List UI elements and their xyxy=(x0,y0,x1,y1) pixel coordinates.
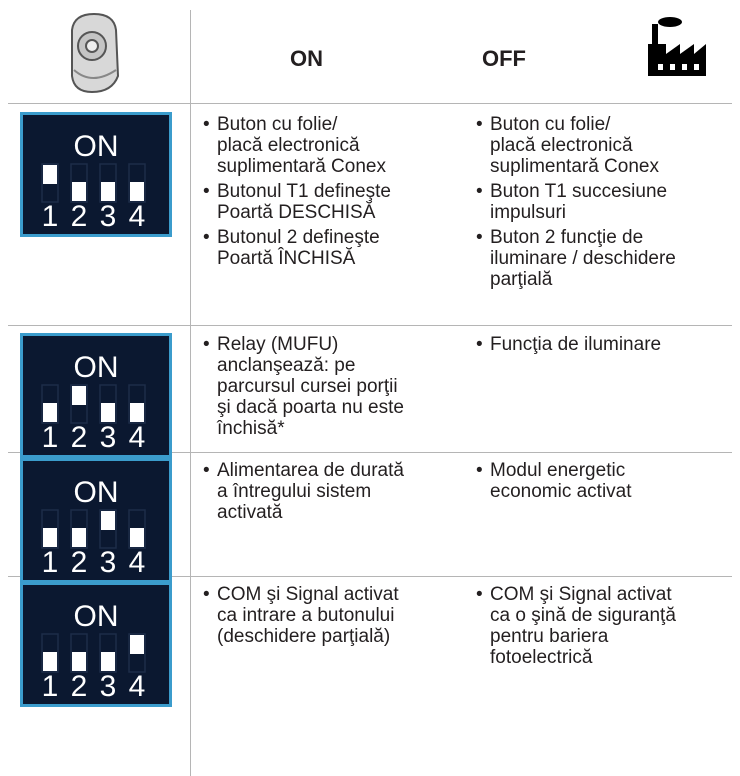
switch-slot xyxy=(70,633,88,673)
dip-switch: ON 1 2 3 4 xyxy=(20,112,172,237)
bullet-item: COM şi Signal activat ca o şină de sigur… xyxy=(476,584,736,668)
switch xyxy=(43,528,57,547)
dip-label: ON xyxy=(74,476,119,509)
switch-number: 2 xyxy=(71,421,88,454)
off-column: Modul energetic economic activat xyxy=(476,460,736,506)
switch-number: 1 xyxy=(42,670,59,703)
off-header: OFF xyxy=(482,46,526,71)
bullet-item: Modul energetic economic activat xyxy=(476,460,736,502)
switch-slot xyxy=(99,384,117,424)
bullet-item: Buton cu folie/ placă electronică suplim… xyxy=(476,114,736,177)
switch-number: 2 xyxy=(71,670,88,703)
on-header: ON xyxy=(290,46,323,71)
switch-slot xyxy=(99,633,117,673)
switch-number: 3 xyxy=(100,421,117,454)
row-divider xyxy=(8,325,732,326)
dip-switch: ON 1 2 3 4 xyxy=(20,582,172,707)
row-divider xyxy=(8,452,732,453)
switch xyxy=(43,652,57,671)
switch-number: 4 xyxy=(129,200,146,233)
switch xyxy=(43,403,57,422)
switch xyxy=(72,528,86,547)
dip-label: ON xyxy=(74,130,119,163)
switch xyxy=(101,182,115,201)
switch-slot xyxy=(128,633,146,673)
switch-number: 1 xyxy=(42,546,59,579)
switch xyxy=(130,403,144,422)
bullet-item: Buton cu folie/ placă electronică suplim… xyxy=(203,114,468,177)
column-divider xyxy=(190,10,191,776)
switch-number: 1 xyxy=(42,421,59,454)
switch-slot xyxy=(128,384,146,424)
switch-slot xyxy=(70,163,88,203)
switch xyxy=(43,165,57,184)
switch-number: 2 xyxy=(71,200,88,233)
dip-label: ON xyxy=(74,600,119,633)
switch-number: 3 xyxy=(100,670,117,703)
switch-slot xyxy=(128,509,146,549)
bullet-item: Buton 2 funcţie de iluminare / deschider… xyxy=(476,227,736,290)
row-divider xyxy=(8,103,732,104)
switch-number: 4 xyxy=(129,670,146,703)
bullet-item: Relay (MUFU) anclanşează: pe parcursul c… xyxy=(203,334,468,439)
switch xyxy=(101,403,115,422)
bullet-item: Buton T1 succesiune impulsuri xyxy=(476,181,736,223)
switch xyxy=(130,635,144,654)
factory-icon xyxy=(648,17,706,76)
off-column: Buton cu folie/ placă electronică suplim… xyxy=(476,114,736,294)
switch-number: 2 xyxy=(71,546,88,579)
on-column: COM şi Signal activat ca intrare a buton… xyxy=(203,584,468,651)
switch-number: 3 xyxy=(100,200,117,233)
switch xyxy=(101,652,115,671)
bullet-item: COM şi Signal activat ca intrare a buton… xyxy=(203,584,468,647)
switch-slot xyxy=(99,509,117,549)
switch xyxy=(72,652,86,671)
switch-slot xyxy=(99,163,117,203)
off-column: COM şi Signal activat ca o şină de sigur… xyxy=(476,584,736,672)
bullet-item: Alimentarea de durată a întregului siste… xyxy=(203,460,468,523)
bullet-item: Butonul T1 defineşte Poartă DESCHISĂ xyxy=(203,181,468,223)
switch-number: 1 xyxy=(42,200,59,233)
switch-slot xyxy=(128,163,146,203)
row-divider xyxy=(8,576,732,577)
switch xyxy=(101,511,115,530)
switch-number: 3 xyxy=(100,546,117,579)
switch-number: 4 xyxy=(129,421,146,454)
switch-slot xyxy=(41,509,59,549)
switch xyxy=(72,182,86,201)
dip-switch: ON 1 2 3 4 xyxy=(20,458,172,583)
switch xyxy=(72,386,86,405)
bullet-item: Funcţia de iluminare xyxy=(476,334,736,355)
on-column: Buton cu folie/ placă electronică suplim… xyxy=(203,114,468,273)
device-icon xyxy=(71,12,120,94)
switch-number: 4 xyxy=(129,546,146,579)
on-column: Relay (MUFU) anclanşează: pe parcursul c… xyxy=(203,334,468,443)
switch-slot xyxy=(41,163,59,203)
switch-slot xyxy=(70,509,88,549)
switch xyxy=(130,182,144,201)
switch-slot xyxy=(70,384,88,424)
switch-slot xyxy=(41,384,59,424)
dip-switch: ON 1 2 3 4 xyxy=(20,333,172,458)
dip-label: ON xyxy=(74,351,119,384)
switch-slot xyxy=(41,633,59,673)
off-column: Funcţia de iluminare xyxy=(476,334,736,359)
switch xyxy=(130,528,144,547)
on-column: Alimentarea de durată a întregului siste… xyxy=(203,460,468,527)
bullet-item: Butonul 2 defineşte Poartă ÎNCHISĂ xyxy=(203,227,468,269)
